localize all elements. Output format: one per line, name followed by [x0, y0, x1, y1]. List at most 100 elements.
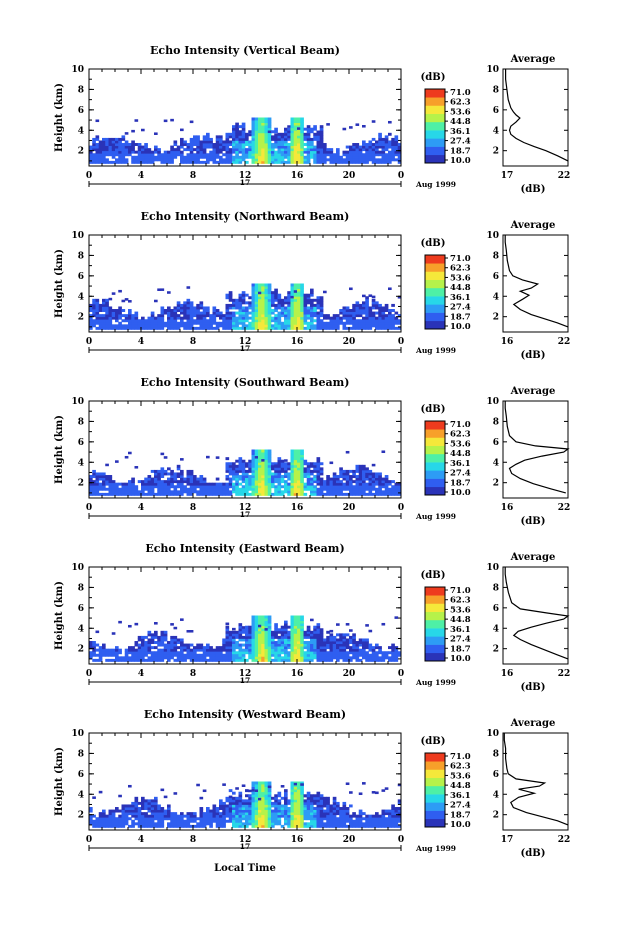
heatmap-cell [173, 475, 178, 478]
heatmap-cell [248, 148, 252, 152]
heatmap-cell [258, 801, 262, 805]
heatmap-cell [287, 651, 291, 655]
heatmap-cell [186, 145, 191, 149]
heatmap-cell [222, 319, 226, 323]
heatmap-cell [310, 316, 314, 320]
heatmap-cell [235, 787, 239, 790]
heatmap-cell [131, 143, 135, 146]
heatmap-cell [209, 324, 213, 328]
heatmap-cell [180, 128, 184, 132]
heatmap-cell [147, 160, 152, 164]
heatmap-cell [271, 651, 275, 655]
heatmap-cell [196, 653, 200, 657]
heatmap-cell [235, 824, 239, 828]
colorbar-frame [424, 586, 446, 662]
heatmap-cell [95, 643, 100, 647]
heatmap-cell [397, 651, 402, 655]
heatmap-cell [131, 804, 135, 808]
heatmap-cell [345, 311, 350, 315]
heatmap-cell [209, 140, 213, 144]
heatmap-cell [258, 786, 262, 790]
heatmap-cell [271, 301, 275, 305]
heatmap-cell [258, 824, 262, 828]
heatmap-cell [293, 324, 298, 328]
heatmap-cell [287, 316, 291, 320]
heatmap-cell [264, 804, 269, 808]
heatmap-cell [251, 449, 256, 453]
heatmap-cell [238, 150, 243, 154]
heatmap-cell [105, 148, 109, 152]
heatmap-cell [160, 822, 165, 826]
heatmap-cell [316, 324, 321, 328]
heatmap-cell [271, 646, 275, 650]
heatmap-cell [293, 130, 298, 134]
heatmap-cell [277, 658, 282, 662]
heatmap-cell [228, 809, 233, 813]
heatmap-cell [251, 487, 256, 491]
heatmap-cell [89, 814, 93, 818]
heatmap-cell [274, 145, 278, 149]
heatmap-cell [128, 648, 132, 652]
heatmap-cell [196, 145, 200, 149]
heatmap-cell [141, 641, 145, 644]
heatmap-cell [245, 822, 249, 826]
avg-y-tick-label: 2 [493, 313, 499, 323]
heatmap-cell [345, 309, 350, 312]
heatmap-cell [280, 814, 285, 818]
heatmap-cell [277, 817, 282, 821]
heatmap-cell [362, 648, 366, 652]
heatmap-cell [105, 658, 109, 662]
heatmap-cell [235, 153, 239, 157]
heatmap-cell [251, 298, 256, 302]
heatmap-cell [124, 648, 129, 652]
heatmap-cell [196, 316, 200, 320]
heatmap-cell [186, 824, 191, 828]
heatmap-cell [303, 135, 308, 139]
heatmap-cell [199, 153, 204, 157]
heatmap-cell [264, 155, 269, 159]
heatmap-cell [245, 316, 249, 320]
heatmap-cell [368, 482, 373, 486]
heatmap-cell [228, 462, 233, 466]
heatmap-cell [144, 646, 148, 650]
heatmap-cell [362, 143, 366, 146]
heatmap-cell [261, 625, 265, 629]
x-tick-label: 16 [291, 669, 304, 679]
heatmap-cell [121, 137, 126, 141]
heatmap-cell [92, 643, 96, 647]
heatmap-cell [313, 153, 317, 157]
heatmap-cell [290, 140, 295, 144]
heatmap-cell [251, 804, 256, 808]
heatmap-cell [183, 321, 187, 325]
heatmap-cell [271, 796, 275, 800]
heatmap-cell [303, 319, 308, 323]
heatmap-cell [267, 804, 272, 808]
heatmap-cell [323, 651, 327, 655]
heatmap-cell [277, 794, 282, 798]
heatmap-cell [365, 467, 369, 471]
heatmap-cell [293, 638, 298, 642]
heatmap-cell [345, 641, 350, 644]
heatmap-cell [306, 633, 311, 637]
heatmap-cell [297, 155, 301, 159]
heatmap-cell [280, 311, 285, 315]
heatmap-cell [160, 160, 165, 164]
heatmap-cell [365, 296, 369, 300]
heatmap-cell [225, 656, 230, 660]
heatmap-cell [241, 291, 246, 295]
heatmap-cell [92, 482, 96, 486]
heatmap-cell [349, 651, 353, 655]
heatmap-cell [212, 160, 217, 164]
heatmap-cell [306, 467, 311, 471]
heatmap-cell [306, 314, 311, 318]
heatmap-cell [332, 492, 337, 496]
heatmap-cell [202, 490, 207, 494]
heatmap-cell [371, 153, 376, 157]
heatmap-cell [144, 158, 148, 162]
heatmap-cell [267, 641, 272, 644]
heatmap-cell [261, 467, 265, 471]
heatmap-cell [261, 482, 265, 486]
heatmap-cell [303, 127, 308, 131]
heatmap-cell [391, 326, 395, 330]
heatmap-cell [300, 122, 304, 126]
